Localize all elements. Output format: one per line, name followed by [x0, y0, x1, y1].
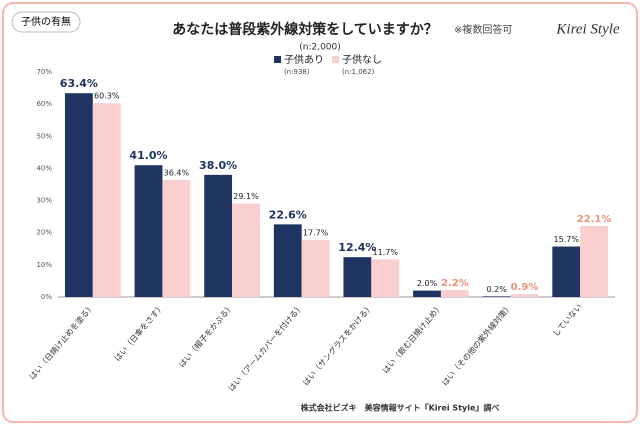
value-label: 0.2% — [486, 285, 507, 294]
value-label: 12.4% — [338, 241, 376, 254]
value-label: 36.4% — [164, 169, 190, 178]
y-tick-label: 60% — [36, 100, 52, 108]
value-label: 63.4% — [60, 77, 98, 90]
bar — [343, 257, 372, 297]
bar — [204, 174, 233, 297]
value-label: 2.2% — [441, 278, 469, 289]
y-tick-label: 30% — [36, 197, 52, 205]
tag: 子供の有無 — [21, 15, 71, 28]
bar — [92, 103, 121, 297]
bar — [510, 294, 539, 297]
bar — [482, 296, 511, 297]
value-label: 22.6% — [269, 208, 307, 221]
value-label: 41.0% — [129, 149, 167, 162]
value-label: 38.0% — [199, 159, 237, 172]
bar — [232, 203, 260, 297]
y-tick-label: 40% — [36, 164, 52, 172]
value-label: 15.7% — [554, 235, 580, 244]
value-label: 0.9% — [511, 282, 539, 293]
value-label: 17.7% — [303, 229, 329, 238]
bar — [64, 93, 93, 297]
bar — [371, 259, 400, 297]
bar — [413, 290, 441, 297]
bar — [440, 289, 469, 297]
y-tick-label: 0% — [41, 293, 52, 301]
frame — [2, 2, 638, 423]
footer: 株式会社ビズキ 美容情報サイト『Kirei Style』調べ — [301, 403, 500, 413]
legend-swatch — [274, 56, 281, 63]
bar — [273, 224, 302, 297]
legend-sample: (n:1,062) — [342, 68, 375, 76]
bar — [580, 225, 609, 297]
legend-label: 子供なし — [342, 53, 382, 66]
chart-title: あなたは普段紫外線対策をしていますか？ — [172, 21, 438, 38]
y-tick-label: 50% — [36, 132, 52, 140]
value-label: 2.0% — [417, 279, 438, 288]
value-label: 29.1% — [233, 192, 259, 201]
value-label: 22.1% — [577, 214, 612, 225]
bar — [134, 165, 163, 297]
bar — [162, 180, 191, 297]
value-label: 11.7% — [373, 248, 399, 257]
legend-sample: (n:938) — [284, 68, 310, 76]
logo: Kirei Style — [555, 21, 620, 37]
legend-swatch — [332, 56, 339, 63]
y-tick-label: 20% — [36, 229, 52, 237]
legend-label: 子供あり — [284, 53, 324, 66]
tag-pill — [11, 11, 81, 33]
subtitle: (n:2,000) — [299, 43, 341, 53]
y-tick-label: 10% — [36, 261, 52, 269]
bar — [552, 246, 581, 297]
y-tick-label: 70% — [36, 68, 52, 76]
bar — [301, 240, 330, 297]
value-label: 60.3% — [94, 92, 120, 101]
note: ※複数回答可 — [454, 23, 512, 36]
